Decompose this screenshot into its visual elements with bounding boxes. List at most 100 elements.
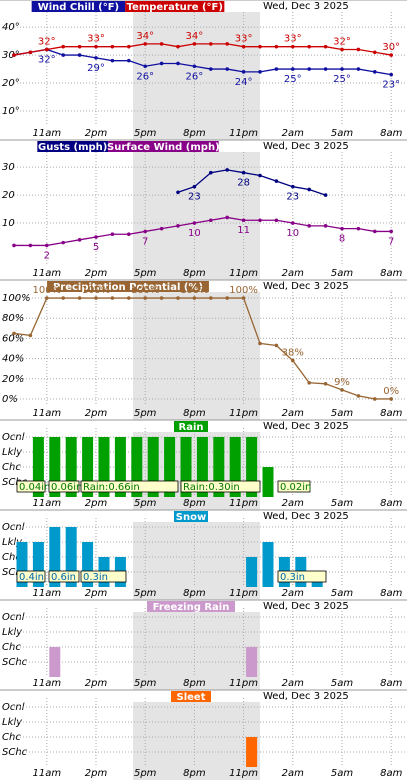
x-tick-label: 2am <box>282 498 304 509</box>
value-label: 38% <box>282 348 304 359</box>
value-label: 25° <box>284 74 302 85</box>
value-label: 9% <box>334 377 350 388</box>
value-label: 100% <box>131 285 160 296</box>
date-label: Wed, Dec 3 2025 <box>263 281 349 292</box>
value-label: 100% <box>229 285 258 296</box>
x-tick-label: 11am <box>33 498 62 509</box>
point <box>143 42 147 46</box>
y-tick-label: 30 <box>2 162 15 173</box>
value-label: 100% <box>180 285 209 296</box>
y-tick-label: Ocnl <box>2 522 25 533</box>
x-tick-label: 11pm <box>229 768 258 779</box>
amount-box <box>48 480 80 493</box>
value-label: 5 <box>93 242 99 253</box>
x-tick-label: 8pm <box>183 128 206 139</box>
panel-title: Rain <box>179 422 204 433</box>
legend-label: Precipitation Potential (%) <box>53 282 203 293</box>
title-box <box>147 601 235 612</box>
amount-box <box>48 570 80 583</box>
point <box>340 388 344 392</box>
x-tick-label: 5pm <box>134 268 157 279</box>
point <box>373 70 377 74</box>
value-label: 2 <box>44 250 50 261</box>
value-label: 29° <box>87 63 105 74</box>
point <box>143 296 147 300</box>
point <box>241 44 246 49</box>
value-label: 32° <box>38 36 56 47</box>
point <box>77 53 82 57</box>
x-tick-label: 11pm <box>229 128 258 139</box>
date-label: Wed, Dec 3 2025 <box>263 691 349 702</box>
point <box>176 190 180 195</box>
bar <box>114 437 126 497</box>
legend-label: Wind Chill (°F) <box>38 2 119 13</box>
night-shade <box>133 612 260 690</box>
point <box>307 67 312 71</box>
point <box>176 224 180 228</box>
title-box <box>174 421 208 432</box>
point <box>176 61 180 66</box>
bar <box>180 437 192 497</box>
point <box>274 44 279 49</box>
x-tick-label: 8am <box>380 588 402 599</box>
y-tick-label: Ocnl <box>2 432 25 443</box>
point <box>258 173 262 178</box>
point <box>110 44 115 49</box>
date-label: Wed, Dec 3 2025 <box>263 421 349 432</box>
bar <box>82 437 94 497</box>
x-tick-label: 11pm <box>229 678 258 689</box>
point <box>94 56 98 60</box>
point <box>307 44 312 49</box>
point <box>209 170 213 175</box>
point <box>159 61 164 66</box>
legend-box <box>47 281 209 292</box>
point <box>127 296 131 300</box>
value-label: 32° <box>333 36 351 47</box>
x-tick-label: 11pm <box>229 268 258 279</box>
x-tick-label: 2pm <box>85 588 108 599</box>
bar <box>246 437 258 497</box>
point <box>307 224 312 228</box>
x-tick-label: 2am <box>282 678 304 689</box>
point <box>274 179 279 183</box>
y-tick-label: 100% <box>2 293 31 304</box>
legend-box <box>37 141 109 152</box>
date-label: Wed, Dec 3 2025 <box>263 1 349 12</box>
x-tick-label: 5am <box>331 588 353 599</box>
x-tick-label: 11am <box>33 408 62 419</box>
point <box>225 296 229 300</box>
point <box>241 170 246 175</box>
x-tick-label: 5am <box>331 768 353 779</box>
point <box>143 229 147 234</box>
value-label: 23 <box>188 192 201 203</box>
value-label: 7 <box>142 236 148 247</box>
x-tick-label: 8am <box>380 268 402 279</box>
value-label: 24° <box>235 77 253 88</box>
point <box>77 238 82 242</box>
point <box>323 67 328 71</box>
value-label: 32° <box>38 54 56 65</box>
point <box>159 42 164 46</box>
x-tick-label: 5am <box>331 268 353 279</box>
point <box>356 226 361 231</box>
point <box>389 53 394 57</box>
point <box>110 58 115 63</box>
point <box>12 243 16 248</box>
value-label: 10 <box>286 228 299 239</box>
point <box>61 296 65 300</box>
bar <box>262 467 274 497</box>
point <box>127 232 131 237</box>
y-tick-label: 60% <box>2 333 24 344</box>
series-line <box>13 43 392 56</box>
x-tick-label: 2pm <box>85 128 108 139</box>
point <box>340 47 344 52</box>
legend-label: Temperature (°F) <box>127 2 223 13</box>
point <box>192 221 197 225</box>
value-label: 34° <box>186 31 204 42</box>
bar <box>49 647 61 677</box>
point <box>209 67 213 71</box>
y-tick-label: 30° <box>2 50 20 61</box>
point <box>28 50 33 55</box>
x-tick-label: 8pm <box>183 678 206 689</box>
amount-label: 0.06in <box>51 482 82 493</box>
